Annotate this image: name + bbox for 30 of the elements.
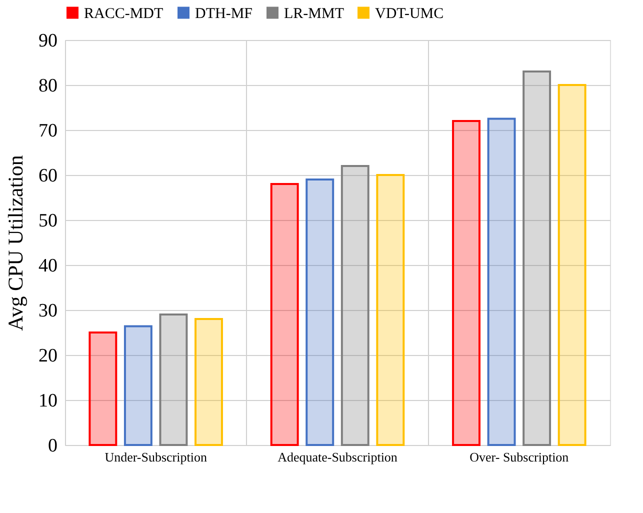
bar bbox=[194, 318, 223, 446]
y-tick-label: 60 bbox=[38, 166, 58, 186]
y-tick-label: 50 bbox=[38, 210, 58, 232]
y-tick-label: 80 bbox=[38, 76, 58, 96]
bar bbox=[558, 84, 586, 446]
bar bbox=[487, 118, 516, 446]
bar bbox=[88, 332, 118, 446]
bar bbox=[270, 183, 299, 446]
x-tick-label: Under-Subscription bbox=[104, 450, 208, 464]
x-tick-label: Adequate-Subscription bbox=[278, 450, 398, 464]
y-tick-label: 20 bbox=[38, 346, 58, 366]
bar bbox=[306, 178, 334, 446]
legend-label: RACC-MDT bbox=[84, 6, 164, 22]
legend-label: DTH-MF bbox=[195, 6, 253, 22]
y-tick-label: 0 bbox=[48, 436, 58, 456]
legend-label: LR-MMT bbox=[284, 6, 344, 22]
bar bbox=[124, 325, 152, 446]
legend-label: VDT-UMC bbox=[375, 6, 444, 22]
x-tick-label: Over- Subscription bbox=[470, 450, 570, 464]
y-tick-label: 30 bbox=[38, 300, 58, 322]
bar bbox=[159, 314, 188, 446]
y-tick-label: 70 bbox=[38, 120, 58, 142]
y-tick-label: 10 bbox=[38, 390, 58, 412]
bar bbox=[340, 165, 370, 446]
y-axis-title: Avg CPU Utilization bbox=[4, 154, 28, 331]
y-tick-label: 40 bbox=[38, 256, 58, 276]
bar bbox=[452, 120, 480, 446]
bar bbox=[522, 70, 552, 446]
bar bbox=[376, 174, 405, 446]
y-tick-label: 90 bbox=[38, 30, 58, 52]
